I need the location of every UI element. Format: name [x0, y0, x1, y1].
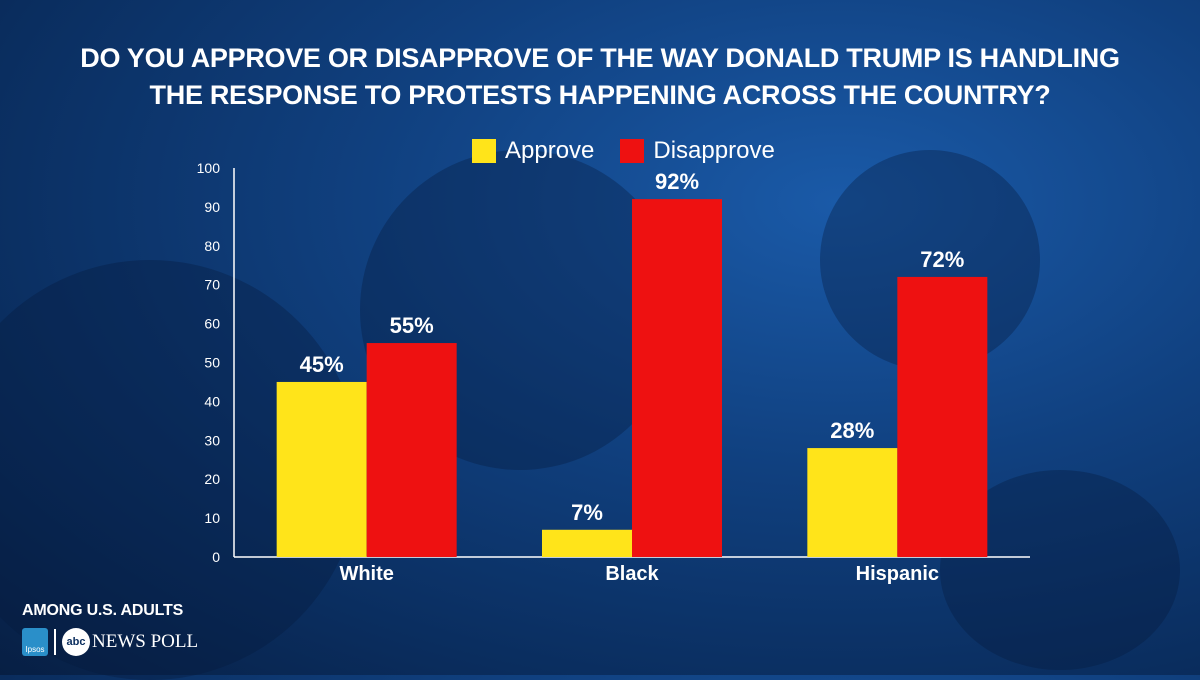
- x-tick-label-white: White: [339, 563, 393, 585]
- y-tick-label: 40: [204, 393, 220, 409]
- y-tick-label: 30: [204, 432, 220, 448]
- data-label-disapprove-hispanic: 72%: [920, 247, 964, 272]
- title-line-2: THE RESPONSE TO PROTESTS HAPPENING ACROS…: [149, 80, 1051, 110]
- legend-swatch-disapprove: [620, 139, 645, 163]
- x-tick-label-black: Black: [605, 563, 659, 585]
- poll-logos: Ipsos abc NEWS POLL: [22, 626, 198, 658]
- legend-label-disapprove: Disapprove: [653, 137, 775, 164]
- chart-title: DO YOU APPROVE OR DISAPPROVE OF THE WAY …: [0, 40, 1200, 114]
- bar-approve-hispanic: [807, 448, 898, 557]
- logo-divider: [54, 629, 56, 655]
- y-tick-label: 90: [204, 199, 220, 215]
- data-label-disapprove-white: 55%: [390, 313, 434, 338]
- legend-item-approve: Approve: [472, 137, 594, 165]
- news-poll-label: NEWS POLL: [92, 631, 199, 652]
- legend-item-disapprove: Disapprove: [620, 137, 775, 165]
- data-label-approve-white: 45%: [300, 352, 344, 377]
- ipsos-logo-text: Ipsos: [25, 645, 45, 654]
- y-tick-label: 0: [212, 549, 220, 565]
- y-tick-label: 70: [204, 277, 220, 293]
- data-label-approve-black: 7%: [571, 500, 603, 525]
- y-tick-label: 10: [204, 510, 220, 526]
- y-tick-label: 50: [204, 355, 220, 371]
- y-tick-label: 60: [204, 316, 220, 332]
- legend-label-approve: Approve: [505, 137, 595, 164]
- population-label: AMONG U.S. ADULTS: [22, 602, 184, 619]
- title-line-1: DO YOU APPROVE OR DISAPPROVE OF THE WAY …: [80, 43, 1120, 73]
- bar-approve-black: [542, 529, 632, 557]
- y-tick-label: 100: [197, 160, 221, 176]
- legend: Approve Disapprove: [472, 136, 801, 166]
- x-tick-label-hispanic: Hispanic: [856, 563, 939, 585]
- bar-disapprove-white: [366, 343, 457, 557]
- data-label-approve-hispanic: 28%: [830, 418, 874, 443]
- ipsos-logo: Ipsos: [22, 628, 48, 656]
- bar-disapprove-black: [632, 199, 722, 557]
- bar-approve-white: [276, 381, 367, 557]
- y-tick-label: 80: [204, 238, 220, 254]
- y-tick-label: 20: [204, 471, 220, 487]
- bar-disapprove-hispanic: [897, 276, 988, 557]
- abc-logo: abc: [62, 628, 90, 656]
- legend-swatch-approve: [472, 139, 496, 163]
- data-label-disapprove-black: 92%: [655, 169, 699, 194]
